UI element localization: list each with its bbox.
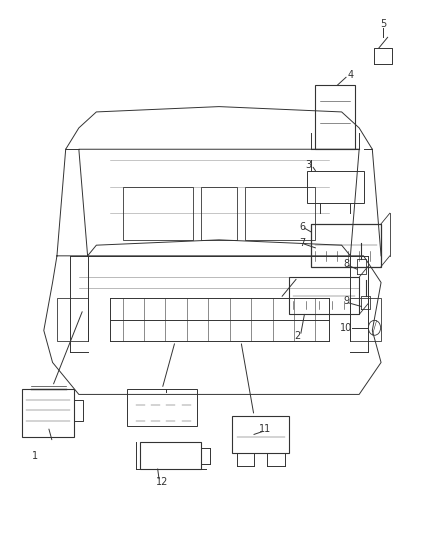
Bar	[140, 442, 201, 469]
Text: 1: 1	[32, 451, 38, 461]
Text: 11: 11	[259, 424, 271, 434]
Text: 3: 3	[306, 160, 312, 170]
Bar	[22, 389, 74, 437]
Bar	[307, 171, 364, 203]
Text: 8: 8	[343, 259, 349, 269]
Text: 7: 7	[299, 238, 305, 247]
Bar	[289, 277, 359, 314]
Bar	[232, 416, 289, 453]
Bar	[315, 85, 355, 149]
Bar	[123, 187, 193, 240]
Bar	[127, 389, 197, 426]
Bar	[201, 187, 237, 240]
Text: 12: 12	[156, 478, 168, 487]
Text: 5: 5	[380, 19, 386, 29]
Text: 10: 10	[340, 323, 352, 333]
Bar	[57, 298, 88, 341]
Text: 4: 4	[347, 70, 353, 79]
Bar	[311, 224, 381, 266]
Bar	[350, 298, 381, 341]
Bar	[245, 187, 315, 240]
Text: 2: 2	[295, 331, 301, 341]
Text: 9: 9	[343, 296, 349, 306]
Text: 6: 6	[299, 222, 305, 231]
